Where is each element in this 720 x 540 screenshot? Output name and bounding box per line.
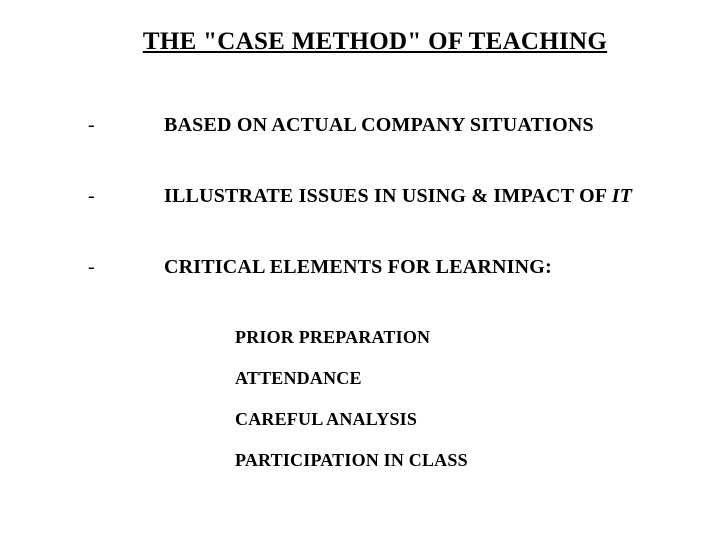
sub-item: ATTENDANCE: [235, 368, 680, 389]
bullet-row-1: - BASED ON ACTUAL COMPANY SITUATIONS: [40, 114, 680, 137]
sub-item: PRIOR PREPARATION: [235, 327, 680, 348]
bullet-text-pre: ILLUSTRATE ISSUES IN USING & IMPACT OF: [164, 185, 612, 207]
sub-item: CAREFUL ANALYSIS: [235, 409, 680, 430]
slide-title: THE "CASE METHOD" OF TEACHING: [40, 28, 680, 56]
bullet-text: BASED ON ACTUAL COMPANY SITUATIONS: [164, 114, 594, 137]
bullet-dash: -: [88, 114, 164, 137]
sub-item: PARTICIPATION IN CLASS: [235, 450, 680, 471]
bullet-dash: -: [88, 185, 164, 208]
bullet-row-2: - ILLUSTRATE ISSUES IN USING & IMPACT OF…: [40, 185, 680, 208]
sub-list: PRIOR PREPARATION ATTENDANCE CAREFUL ANA…: [40, 327, 680, 471]
bullet-text: ILLUSTRATE ISSUES IN USING & IMPACT OF I…: [164, 185, 632, 208]
bullet-text: CRITICAL ELEMENTS FOR LEARNING:: [164, 256, 552, 279]
bullet-text-italic: IT: [612, 185, 632, 207]
bullet-dash: -: [88, 256, 164, 279]
bullet-row-3: - CRITICAL ELEMENTS FOR LEARNING:: [40, 256, 680, 279]
